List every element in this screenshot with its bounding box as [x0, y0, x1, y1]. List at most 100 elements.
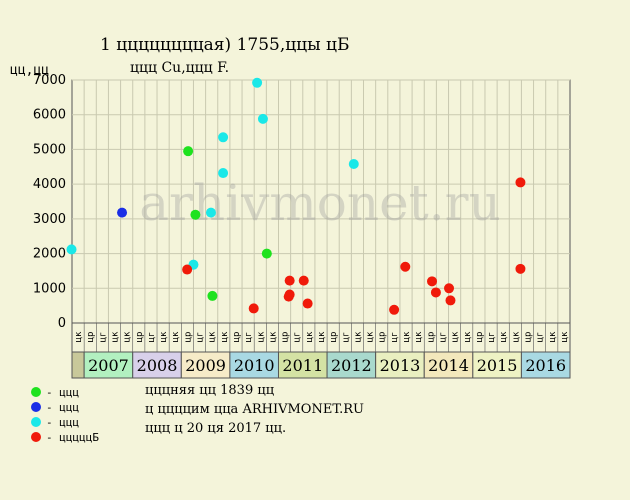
y-tick-label: 6000 — [33, 108, 66, 123]
y-tick-label: 0 — [58, 316, 66, 331]
note-line: ццц ц 20 ця 2017 цц. — [145, 421, 286, 436]
y-tick-label: 5000 — [33, 142, 66, 157]
quarter-tick-label: цг — [536, 332, 546, 343]
data-point — [444, 283, 455, 294]
quarter-tick-label: цг — [341, 332, 351, 343]
quarter-tick-label: цк — [451, 331, 461, 342]
data-point — [257, 113, 268, 124]
legend-label: - ццц — [46, 401, 79, 414]
year-tick-label: 2013 — [380, 356, 421, 375]
data-point — [183, 146, 194, 157]
quarter-tick-label: цк — [208, 331, 218, 342]
quarter-tick-label: цк — [414, 331, 424, 342]
year-tick-label: 2011 — [282, 356, 323, 375]
year-cell — [326, 351, 377, 379]
year-cell — [423, 351, 474, 379]
quarter-tick-label: цр — [329, 332, 339, 343]
data-point — [207, 290, 218, 301]
data-point — [261, 248, 272, 259]
year-tick-label: 2010 — [234, 356, 275, 375]
watermark: arhivmonet.ru — [139, 174, 501, 232]
year-cell — [375, 351, 425, 379]
year-cell — [132, 351, 182, 379]
data-point — [430, 287, 441, 298]
plot-area — [71, 79, 571, 324]
quarter-tick-label: цк — [74, 331, 84, 342]
quarter-tick-label: цр — [426, 332, 436, 343]
quarter-tick-label: цк — [159, 331, 169, 342]
data-point — [284, 275, 295, 286]
legend-label: - цццццБ — [46, 431, 99, 444]
year-tick-label: 2007 — [88, 356, 129, 375]
year-tick-label: 2008 — [137, 356, 178, 375]
quarter-tick-label: цг — [390, 332, 400, 343]
quarter-tick-label: цр — [523, 332, 533, 343]
quarter-tick-label: цг — [487, 332, 497, 343]
notes: цццняя цц 1839 цц ц ццццим ццa ARHIVMONET… — [145, 383, 364, 436]
x-axis: цк цр цг цк цк цр цг цк цк цр цг цк цк цр цг цк цк цр цг цк… — [71, 322, 571, 379]
year-cell — [229, 351, 279, 379]
quarter-tick-label: цк — [123, 331, 133, 342]
y-tick-label: 2000 — [33, 247, 66, 262]
quarter-row — [71, 322, 571, 353]
data-point — [248, 303, 259, 314]
data-point — [283, 291, 294, 302]
y-tick-label: 4000 — [33, 177, 66, 192]
quarter-tick-label: цг — [147, 332, 157, 343]
data-point — [117, 207, 128, 218]
quarter-tick-label: цг — [196, 332, 206, 343]
quarter-tick-label: цк — [560, 331, 570, 342]
quarter-tick-label: цг — [293, 332, 303, 343]
data-point — [205, 207, 216, 218]
year-tick-label: 2016 — [525, 356, 566, 375]
data-point — [66, 244, 77, 255]
y-tick-label: 7000 — [33, 73, 66, 88]
quarter-tick-label: цр — [475, 332, 485, 343]
data-point — [427, 276, 438, 287]
quarter-tick-label: цр — [378, 332, 388, 343]
quarter-tick-label: цр — [281, 332, 291, 343]
note-line: ц ццццим ццa ARHIVMONET.RU — [145, 402, 364, 417]
data-point — [389, 304, 400, 315]
quarter-tick-label: цг — [98, 332, 108, 343]
data-point — [445, 295, 456, 306]
quarter-tick-label: цк — [268, 331, 278, 342]
y-axis-label: цц,цц — [10, 63, 49, 78]
chart-subtitle: ццц Cu,ццц F. — [130, 60, 229, 76]
year-cell — [180, 351, 231, 379]
year-cell — [520, 351, 571, 379]
quarter-tick-label: цр — [135, 332, 145, 343]
quarter-tick-label: цк — [256, 331, 266, 342]
legend-label: - ццц — [46, 386, 79, 399]
data-point — [302, 298, 313, 309]
data-point — [218, 132, 229, 143]
quarter-tick-label: цк — [353, 331, 363, 342]
quarter-tick-label: цр — [183, 332, 193, 343]
legend-label: - ццц — [46, 416, 79, 429]
quarter-tick-label: цр — [232, 332, 242, 343]
legend-marker — [31, 402, 41, 412]
quarter-tick-label: цк — [463, 331, 473, 342]
legend-marker — [31, 432, 41, 442]
data-points — [66, 77, 526, 315]
quarter-tick-label: цг — [244, 332, 254, 343]
data-point — [252, 77, 263, 88]
plot-frame — [71, 79, 571, 324]
year-cell-prefix — [71, 351, 85, 379]
quarter-tick-label: цк — [366, 331, 376, 342]
quarter-tick-label: цк — [111, 331, 121, 342]
quarter-tick-label: цк — [317, 331, 327, 342]
year-tick-label: 2009 — [185, 356, 226, 375]
data-point — [400, 261, 411, 272]
data-point — [190, 209, 201, 220]
legend-marker — [31, 417, 41, 427]
data-point — [298, 275, 309, 286]
data-point — [515, 177, 526, 188]
quarter-tick-label: цк — [511, 331, 521, 342]
data-point — [182, 264, 193, 275]
data-point — [218, 168, 229, 179]
data-point — [515, 263, 526, 274]
quarter-tick-label: цк — [305, 331, 315, 342]
quarter-tick-label: цр — [86, 332, 96, 343]
